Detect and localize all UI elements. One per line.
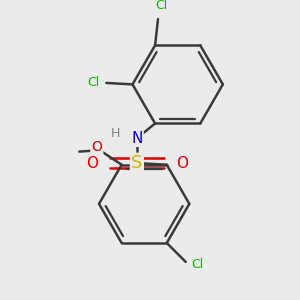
Text: Cl: Cl <box>87 76 99 89</box>
Text: H: H <box>110 128 120 140</box>
Text: Cl: Cl <box>191 258 203 271</box>
Text: Cl: Cl <box>155 0 167 12</box>
Text: O: O <box>86 156 98 171</box>
Text: O: O <box>176 156 188 171</box>
Text: N: N <box>131 131 142 146</box>
Text: S: S <box>131 154 142 172</box>
Text: O: O <box>92 140 102 154</box>
